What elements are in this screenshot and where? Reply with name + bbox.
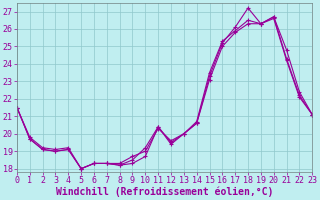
X-axis label: Windchill (Refroidissement éolien,°C): Windchill (Refroidissement éolien,°C) (56, 187, 273, 197)
